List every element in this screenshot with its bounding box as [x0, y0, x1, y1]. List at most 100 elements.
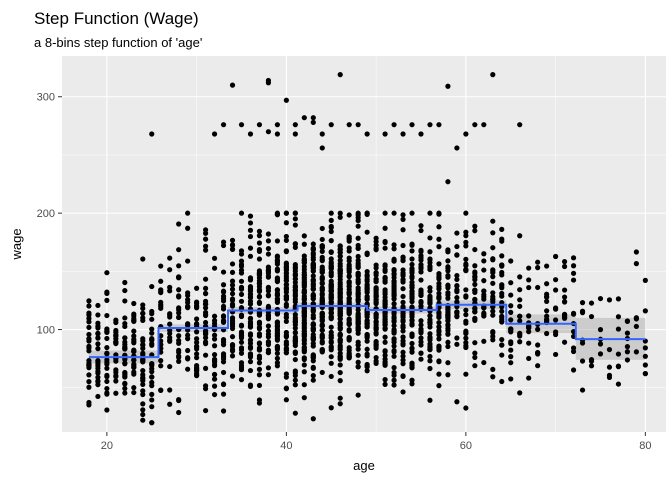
data-point: [310, 257, 316, 263]
data-point: [409, 365, 415, 371]
data-point: [436, 224, 442, 230]
data-point: [490, 366, 496, 372]
data-point: [508, 309, 514, 315]
data-point: [104, 385, 110, 392]
data-point: [526, 340, 532, 346]
data-point: [194, 336, 200, 342]
data-point: [355, 122, 361, 128]
data-point: [229, 82, 236, 88]
data-point: [391, 258, 397, 264]
data-point: [86, 384, 92, 390]
data-point: [355, 330, 361, 336]
data-point: [346, 273, 352, 279]
data-point: [167, 387, 173, 393]
data-point: [454, 272, 460, 279]
data-point: [202, 276, 209, 282]
data-point: [292, 216, 298, 222]
data-point: [579, 310, 586, 316]
data-point: [292, 284, 298, 290]
data-point: [445, 83, 451, 89]
data-point: [642, 353, 648, 359]
data-point: [238, 122, 245, 128]
data-point: [328, 347, 334, 353]
data-point: [149, 397, 155, 403]
data-point: [364, 276, 370, 282]
data-point: [202, 352, 209, 358]
data-point: [194, 370, 200, 376]
data-point: [301, 233, 307, 239]
data-point: [355, 313, 361, 319]
data-point: [337, 72, 343, 78]
data-point: [526, 329, 532, 335]
data-point: [427, 259, 433, 266]
data-point: [355, 235, 361, 241]
data-point: [570, 263, 577, 269]
data-point: [95, 374, 101, 380]
data-point: [427, 210, 433, 216]
data-point: [499, 262, 505, 268]
data-point: [436, 329, 442, 335]
data-point: [131, 369, 137, 375]
data-point: [337, 298, 343, 304]
data-point: [247, 316, 254, 322]
data-point: [176, 333, 182, 339]
data-point: [436, 294, 442, 300]
data-point: [499, 226, 505, 232]
data-point: [211, 352, 218, 358]
data-point: [229, 318, 236, 324]
data-point: [292, 292, 298, 298]
data-point: [131, 385, 137, 391]
data-point: [544, 263, 550, 269]
data-point: [373, 242, 379, 248]
data-point: [382, 339, 388, 345]
data-point: [517, 287, 523, 293]
data-point: [481, 288, 487, 294]
data-point: [499, 336, 505, 343]
data-point: [436, 383, 442, 389]
data-point: [517, 233, 523, 239]
data-point: [445, 360, 451, 366]
data-point: [86, 343, 92, 349]
data-point: [319, 236, 325, 243]
data-point: [597, 295, 604, 302]
data-point: [131, 318, 137, 325]
data-point: [427, 235, 433, 241]
x-tick-label: 20: [101, 440, 113, 452]
data-point: [211, 318, 218, 324]
data-point: [463, 267, 469, 273]
data-point: [310, 337, 316, 343]
data-point: [526, 277, 532, 283]
data-point: [265, 245, 272, 252]
data-point: [149, 311, 155, 317]
data-point: [95, 370, 101, 376]
data-point: [319, 327, 325, 333]
x-tick-label: 40: [280, 440, 292, 452]
data-point: [283, 314, 289, 321]
data-point: [445, 272, 451, 279]
data-point: [382, 245, 388, 251]
data-point: [229, 282, 236, 288]
data-point: [319, 323, 325, 329]
data-point: [131, 336, 137, 342]
chart-subtitle: a 8-bins step function of 'age': [34, 35, 202, 50]
data-point: [86, 331, 92, 338]
data-point: [490, 218, 496, 224]
data-point: [436, 271, 442, 277]
data-point: [400, 299, 406, 305]
data-point: [490, 230, 496, 236]
data-point: [310, 312, 316, 318]
data-point: [508, 280, 514, 286]
data-point: [499, 342, 505, 348]
data-point: [265, 365, 272, 371]
data-point: [418, 223, 424, 229]
data-point: [436, 359, 442, 365]
data-point: [472, 246, 478, 253]
data-point: [211, 376, 218, 382]
data-point: [265, 238, 272, 244]
data-point: [95, 379, 101, 385]
data-point: [283, 334, 289, 340]
data-point: [346, 212, 352, 218]
data-point: [185, 225, 191, 231]
data-point: [463, 340, 469, 346]
data-point: [86, 324, 92, 330]
